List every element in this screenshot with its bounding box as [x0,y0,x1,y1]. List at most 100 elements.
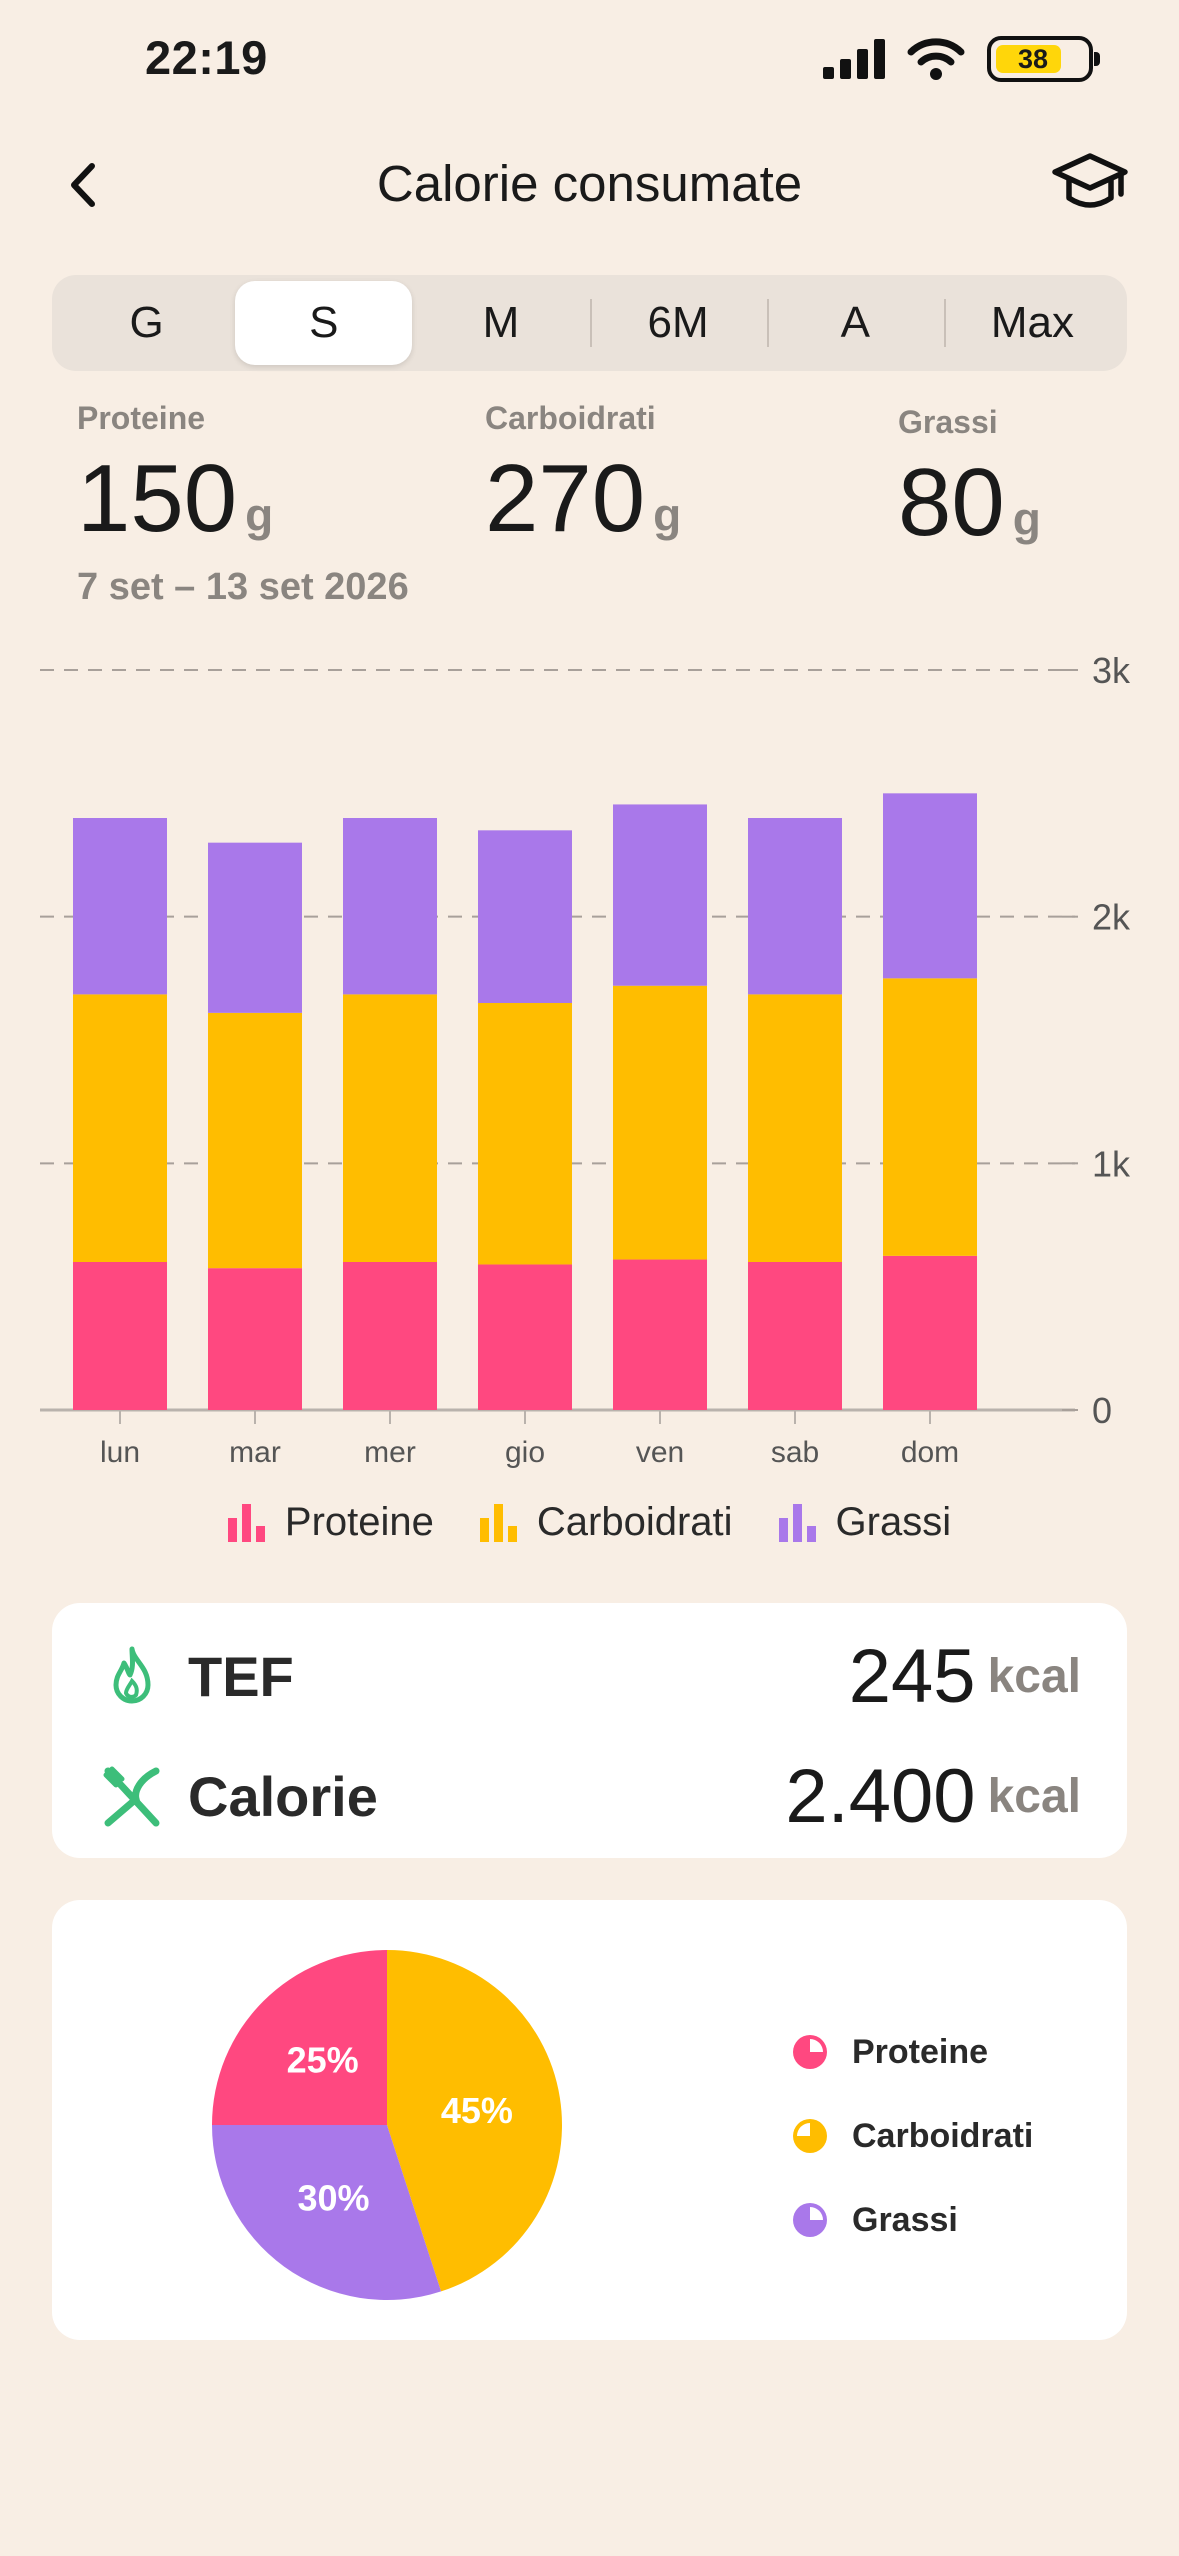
bar-segment-carboidrati-sab [748,994,842,1262]
bar-segment-proteine-sab [748,1262,842,1410]
bar-segment-grassi-sab [748,818,842,995]
legend-protein: Proteine [227,1500,434,1545]
pie-label-proteine: 25% [287,2040,359,2081]
bar-segment-carboidrati-ven [613,985,707,1260]
date-range: 7 set – 13 set 2026 [77,566,409,608]
carbs-label: Carboidrati [485,400,656,436]
tef-label: TEF [188,1645,294,1708]
period-max[interactable]: Max [943,281,1121,365]
y-tick-label: 2k [1092,897,1131,938]
x-tick-label: gio [505,1436,545,1469]
pie-label-grassi: 30% [297,2178,369,2219]
fat-value: 80 [898,449,1005,556]
pie-legend-protein: Proteine [792,2010,1033,2094]
pie-label-carboidrati: 45% [441,2090,513,2131]
bar-segment-proteine-dom [883,1255,977,1410]
fat-summary: Grassi 80 g [898,404,1041,551]
x-tick-label: mar [229,1436,281,1469]
bar-segment-proteine-gio [478,1264,572,1410]
carbs-unit: g [653,489,682,541]
y-tick-label: 1k [1092,1143,1131,1184]
pie-legend-carbs-label: Carboidrati [852,2116,1034,2155]
pie-slice-grassi [212,2125,442,2300]
cellular-signal-icon [823,39,885,79]
bar-segment-proteine-lun [73,1262,167,1410]
pie-legend-carbs: Carboidrati [792,2094,1033,2178]
pie-legend-fat-label: Grassi [852,2200,958,2239]
carbs-summary: Carboidrati 270 g [485,400,681,547]
tef-row: TEF 245 kcal [100,1633,1081,1720]
bar-segment-carboidrati-lun [73,994,167,1262]
battery-level: 38 [1017,43,1049,74]
protein-pie-icon [793,2035,827,2069]
period-m[interactable]: M [482,298,520,347]
carbs-value: 270 [485,445,646,552]
fat-pie-icon [793,2203,827,2237]
x-tick-label: mer [364,1436,416,1469]
bar-segment-grassi-dom [883,793,977,979]
back-chevron-icon[interactable] [60,160,110,210]
period-6m[interactable]: 6M [589,281,767,365]
graduation-cap-icon[interactable] [1051,150,1129,218]
tef-value: 245 [848,1634,976,1719]
x-tick-label: dom [901,1436,959,1469]
x-tick-label: sab [771,1436,819,1469]
status-icons: 38 [823,36,1100,82]
bar-segment-proteine-mer [343,1262,437,1410]
pie-legend-fat: Grassi [792,2178,1033,2262]
calories-unit: kcal [987,1770,1081,1823]
flame-icon [113,1646,151,1703]
bar-segment-carboidrati-mer [343,994,437,1262]
pie-legend: Proteine Carboidrati Grassi [792,2010,1033,2262]
status-time: 22:19 [145,31,268,84]
fork-knife-icon [103,1766,160,1826]
bar-segment-carboidrati-dom [883,978,977,1256]
x-tick-label: ven [636,1436,684,1469]
period-selector: G S M 6M A Max [52,275,1127,371]
stacked-bar-chart: 0 1k 2k 3k lun mar mer gio ven sab dom [40,650,1131,1469]
chart-legend: Proteine Carboidrati Grassi [0,1500,1179,1545]
bar-segment-carboidrati-mar [208,1012,302,1269]
page-title: Calorie consumate [376,155,803,212]
y-tick-label: 3k [1092,650,1131,691]
legend-carbs-label: Carboidrati [536,1500,733,1544]
calories-label: Calorie [188,1765,378,1828]
protein-unit: g [245,489,274,541]
tef-unit: kcal [987,1650,1081,1703]
battery-indicator: 38 [987,36,1100,82]
legend-carbs: Carboidrati [479,1500,733,1545]
bar-segment-grassi-mer [343,818,437,995]
carbs-pie-icon [793,2119,827,2153]
period-g[interactable]: G [129,298,164,347]
x-tick-label: lun [100,1436,140,1469]
legend-fat: Grassi [778,1500,952,1545]
protein-value: 150 [77,445,238,552]
bar-segment-carboidrati-gio [478,1003,572,1265]
pie-slice-proteine [212,1950,387,2125]
pie-slice-carboidrati [387,1950,562,2292]
bar-segment-grassi-ven [613,804,707,986]
macro-distribution-card: 25% 45% 30% Proteine Carboidrati Grassi [52,1900,1127,2340]
wifi-icon [907,38,965,80]
bar-segment-grassi-lun [73,818,167,995]
fat-label: Grassi [898,404,998,440]
period-s[interactable]: S [235,281,413,365]
calories-value: 2.400 [785,1754,976,1839]
macro-pie-chart: 25% 45% 30% [212,1950,562,2300]
bar-segment-proteine-mar [208,1268,302,1410]
energy-card: TEF 245 kcal Calorie 2.400 kcal [52,1603,1127,1858]
protein-bars-icon [227,1503,265,1542]
bar-segment-grassi-gio [478,830,572,1003]
period-a[interactable]: A [766,281,944,365]
legend-fat-label: Grassi [835,1500,952,1544]
y-tick-label: 0 [1092,1390,1112,1431]
protein-label: Proteine [77,400,206,436]
carbs-bars-icon [479,1503,517,1542]
calories-row: Calorie 2.400 kcal [100,1753,1081,1840]
fat-unit: g [1012,493,1041,545]
protein-summary: Proteine 150 g [77,400,273,547]
fat-bars-icon [778,1503,816,1542]
bar-segment-proteine-ven [613,1259,707,1410]
bar-segment-grassi-mar [208,842,302,1013]
legend-protein-label: Proteine [284,1500,434,1544]
